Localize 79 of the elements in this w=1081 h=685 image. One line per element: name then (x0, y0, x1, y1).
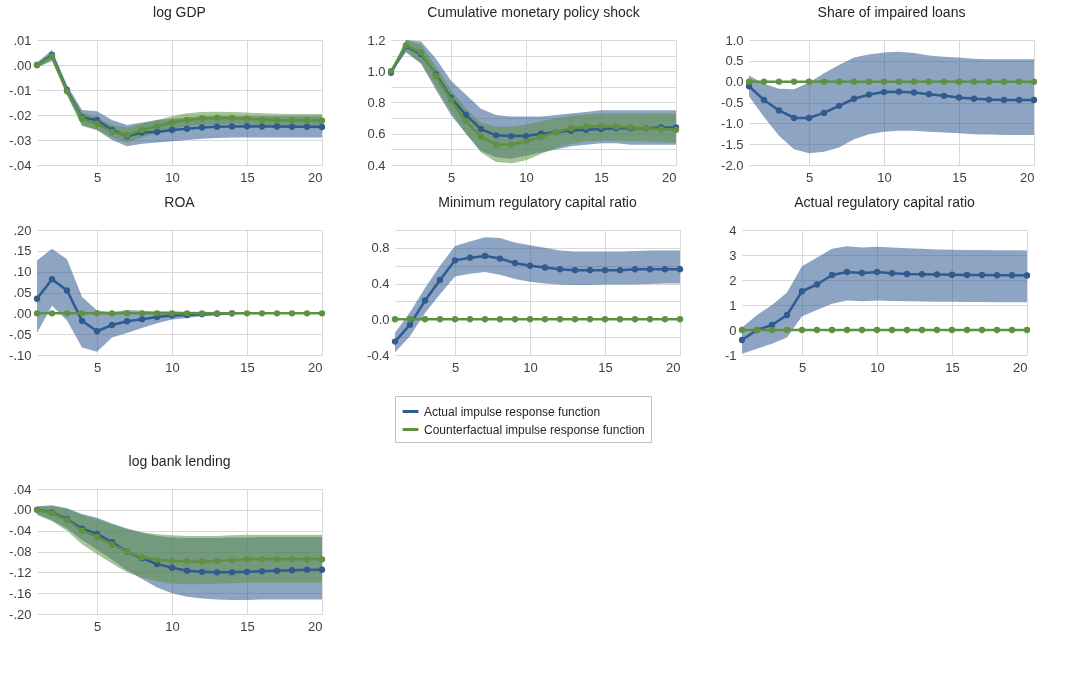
y-tick-label: -.12 (9, 564, 32, 580)
y-tick-label: 0.0 (371, 311, 390, 327)
x-tick-label: 15 (952, 169, 967, 185)
y-tick-label: .05 (13, 285, 32, 300)
y-tick-label: -.10 (9, 347, 32, 363)
x-tick-label: 20 (308, 169, 323, 185)
legend-label: Actual impulse response function (424, 404, 601, 419)
x-tick-label: 10 (165, 359, 180, 375)
y-tick-label: 1.2 (367, 32, 386, 48)
x-tick-label: 20 (666, 359, 681, 375)
y-tick-label: -.03 (9, 132, 32, 148)
x-tick-label: 5 (93, 169, 102, 185)
y-tick-label: -0.4 (367, 347, 390, 363)
chart-title: log bank lending (128, 453, 231, 469)
x-tick-label: 5 (93, 618, 102, 634)
x-tick-label: 20 (1020, 169, 1035, 185)
y-tick-label: .15 (13, 243, 32, 259)
y-tick-label: -.16 (9, 585, 32, 601)
legend-label: Counterfactual impulse response function (424, 422, 645, 437)
y-tick-label: -1.0 (721, 115, 744, 131)
y-tick-label: -.05 (9, 326, 32, 342)
y-tick-label: .01 (13, 32, 32, 48)
y-tick-label: 3 (729, 247, 737, 263)
y-tick-label: -.20 (9, 606, 32, 622)
y-tick-label: -1.5 (721, 136, 744, 152)
y-tick-label: .10 (13, 264, 32, 280)
x-tick-label: 20 (1013, 359, 1028, 375)
chart-title: log GDP (153, 4, 206, 20)
y-tick-label: 1 (729, 297, 737, 313)
y-tick-label: -1 (724, 347, 737, 363)
x-tick-label: 5 (805, 169, 814, 185)
x-tick-label: 10 (523, 359, 538, 375)
y-tick-label: .20 (13, 222, 32, 238)
x-tick-label: 10 (519, 169, 534, 185)
y-tick-label: 0.0 (725, 74, 744, 90)
y-tick-label: -.04 (9, 157, 32, 173)
x-tick-label: 10 (877, 169, 892, 185)
x-tick-label: 15 (240, 169, 255, 185)
x-tick-label: 15 (598, 359, 613, 375)
y-tick-label: -.08 (9, 544, 32, 559)
chart-title: Share of impaired loans (817, 4, 966, 20)
x-tick-label: 15 (594, 169, 609, 185)
chart-title: Cumulative monetary policy shock (427, 4, 641, 20)
y-tick-label: .00 (13, 305, 32, 321)
y-tick-label: 0.5 (725, 53, 744, 69)
y-tick-label: 1.0 (725, 32, 744, 48)
x-tick-label: 5 (451, 359, 460, 375)
x-tick-label: 20 (662, 169, 677, 185)
y-tick-label: -2.0 (721, 157, 744, 173)
x-tick-label: 10 (165, 169, 180, 185)
chart-title: ROA (164, 194, 196, 210)
chart-title: Minimum regulatory capital ratio (438, 194, 637, 210)
y-tick-label: 0 (729, 322, 737, 338)
x-tick-label: 10 (870, 359, 885, 375)
x-tick-label: 5 (93, 359, 102, 375)
y-tick-label: 1.0 (367, 63, 386, 79)
x-tick-label: 20 (308, 359, 323, 375)
y-tick-label: 2 (729, 272, 737, 288)
x-tick-label: 20 (308, 618, 323, 634)
y-tick-label: 0.4 (371, 276, 390, 292)
y-tick-label: -.04 (9, 523, 32, 539)
y-tick-label: -.02 (9, 107, 32, 123)
y-tick-label: 4 (729, 222, 737, 238)
y-tick-label: .00 (13, 57, 32, 73)
x-tick-label: 15 (945, 359, 960, 375)
x-tick-label: 10 (165, 618, 180, 634)
y-tick-label: -0.5 (721, 95, 744, 110)
x-tick-label: 15 (240, 359, 255, 375)
x-tick-label: 5 (447, 169, 456, 185)
y-tick-label: .04 (13, 481, 32, 497)
y-tick-label: -.01 (9, 82, 32, 98)
y-tick-label: 0.4 (367, 157, 386, 173)
x-tick-label: 5 (798, 359, 807, 375)
x-tick-label: 15 (240, 618, 255, 634)
y-tick-label: 0.8 (371, 240, 390, 256)
y-tick-label: 0.6 (367, 126, 386, 142)
chart-title: Actual regulatory capital ratio (794, 194, 975, 210)
y-tick-label: 0.8 (367, 95, 386, 110)
y-tick-label: .00 (13, 502, 32, 518)
